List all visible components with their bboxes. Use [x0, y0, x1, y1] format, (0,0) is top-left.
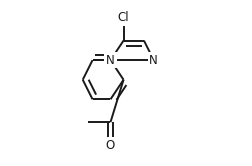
- Text: N: N: [149, 54, 158, 67]
- Text: O: O: [106, 138, 115, 152]
- Text: N: N: [106, 54, 115, 67]
- Text: Cl: Cl: [118, 11, 129, 24]
